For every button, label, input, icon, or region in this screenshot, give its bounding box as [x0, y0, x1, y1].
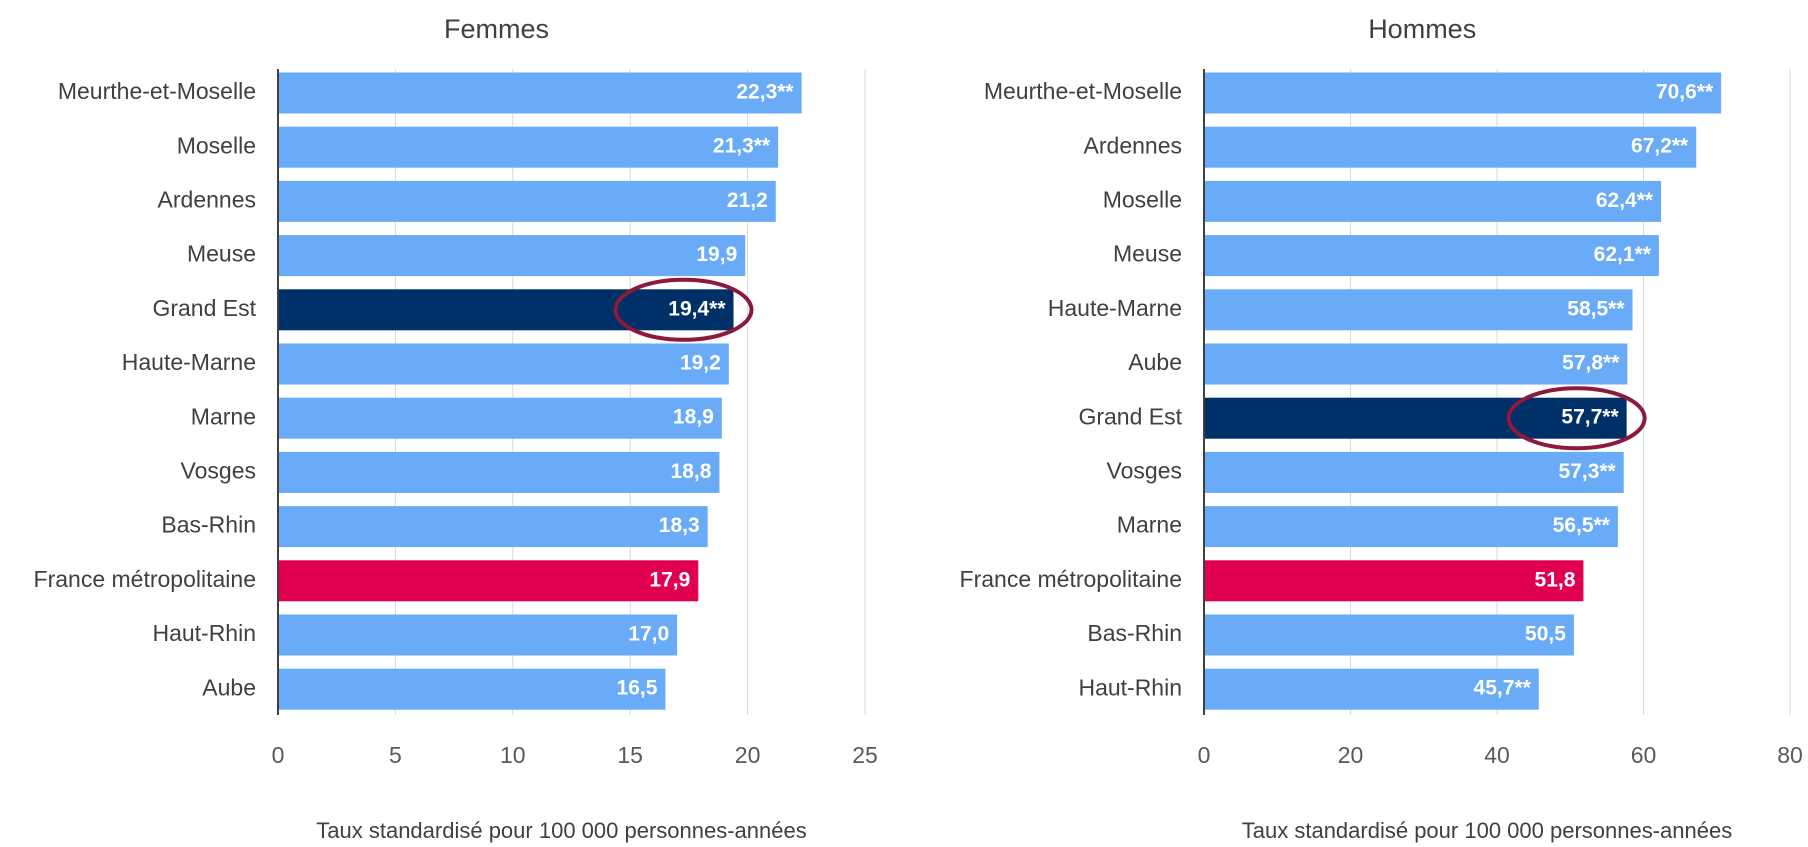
value-label: 19,9 [696, 243, 737, 266]
y-tick-label: France métropolitaine [34, 566, 256, 592]
y-tick-label: Marne [1117, 512, 1182, 538]
y-tick-label: Meurthe-et-Moselle [984, 78, 1182, 104]
x-tick-label: 20 [1338, 742, 1364, 768]
highlight-ellipse [1506, 386, 1647, 451]
y-tick-label: Grand Est [152, 295, 256, 321]
value-label: 18,3 [659, 514, 700, 537]
x-tick-label: 20 [735, 742, 761, 768]
y-tick-label: Meuse [1113, 241, 1182, 267]
bar [1204, 614, 1574, 656]
y-tick-label: Marne [191, 403, 256, 429]
value-label: 18,8 [671, 460, 712, 483]
y-tick-label: Ardennes [158, 186, 256, 212]
bar [278, 180, 776, 222]
bar [1204, 289, 1633, 331]
x-axis-label: Taux standardisé pour 100 000 personnes-… [1242, 818, 1732, 843]
x-tick-label: 25 [852, 742, 878, 768]
bar [278, 397, 722, 439]
y-tick-label: Bas-Rhin [161, 512, 256, 538]
y-tick-label: Moselle [177, 132, 256, 158]
bar [278, 289, 734, 331]
bar [278, 668, 666, 710]
bar [1204, 180, 1662, 222]
bar [278, 72, 802, 114]
bar [1204, 506, 1618, 548]
bar [1204, 451, 1624, 493]
value-label: 70,6** [1656, 81, 1714, 104]
y-tick-label: Haute-Marne [122, 349, 256, 375]
bar [278, 614, 678, 656]
bar [278, 506, 708, 548]
value-label: 57,8** [1562, 352, 1620, 375]
value-label: 19,2 [680, 352, 721, 375]
bar [1204, 397, 1627, 439]
y-tick-label: Vosges [181, 457, 256, 483]
y-tick-label: Moselle [1103, 186, 1182, 212]
y-tick-label: Haut-Rhin [152, 620, 256, 646]
y-tick-label: Haute-Marne [1048, 295, 1182, 321]
value-label: 62,1** [1594, 243, 1652, 266]
value-label: 62,4** [1596, 189, 1654, 212]
bar [1204, 668, 1539, 710]
y-tick-label: Aube [1128, 349, 1182, 375]
y-tick-label: Haut-Rhin [1078, 674, 1182, 700]
bar [278, 126, 779, 168]
x-axis-label: Taux standardisé pour 100 000 personnes-… [316, 818, 806, 843]
value-label: 22,3** [736, 81, 794, 104]
y-tick-label: Ardennes [1084, 132, 1182, 158]
bar [278, 451, 720, 493]
bar [1204, 343, 1628, 385]
y-tick-label: Meurthe-et-Moselle [58, 78, 256, 104]
value-label: 56,5** [1553, 514, 1611, 537]
value-label: 16,5 [617, 677, 658, 700]
x-tick-label: 0 [1198, 742, 1211, 768]
value-label: 18,9 [673, 406, 714, 429]
value-label: 21,2 [727, 189, 768, 212]
value-label: 21,3** [713, 135, 771, 158]
y-tick-label: Aube [202, 674, 256, 700]
x-tick-label: 60 [1631, 742, 1657, 768]
chart-title: Hommes [1368, 14, 1476, 44]
value-label: 17,9 [649, 568, 690, 591]
bar [1204, 235, 1659, 277]
y-tick-label: Bas-Rhin [1087, 620, 1182, 646]
value-label: 45,7** [1474, 677, 1532, 700]
value-label: 67,2** [1631, 135, 1689, 158]
x-tick-label: 5 [389, 742, 402, 768]
x-tick-label: 15 [617, 742, 643, 768]
value-label: 51,8 [1535, 568, 1576, 591]
highlight-ellipse [613, 277, 754, 342]
bar [1204, 72, 1722, 114]
chart-title: Femmes [444, 14, 549, 44]
y-tick-label: Grand Est [1078, 403, 1182, 429]
x-tick-label: 10 [500, 742, 526, 768]
y-tick-label: Vosges [1107, 457, 1182, 483]
x-tick-label: 80 [1777, 742, 1803, 768]
bar [1204, 126, 1697, 168]
value-label: 50,5 [1525, 623, 1566, 646]
bar [278, 235, 746, 277]
value-label: 57,3** [1559, 460, 1617, 483]
x-tick-label: 40 [1484, 742, 1510, 768]
value-label: 58,5** [1567, 297, 1625, 320]
value-label: 17,0 [628, 623, 669, 646]
value-label: 57,7** [1561, 406, 1619, 429]
value-label: 19,4** [668, 297, 726, 320]
x-tick-label: 0 [272, 742, 285, 768]
y-tick-label: France métropolitaine [960, 566, 1182, 592]
bar [1204, 560, 1584, 602]
bar [278, 560, 699, 602]
y-tick-label: Meuse [187, 241, 256, 267]
bar [278, 343, 729, 385]
